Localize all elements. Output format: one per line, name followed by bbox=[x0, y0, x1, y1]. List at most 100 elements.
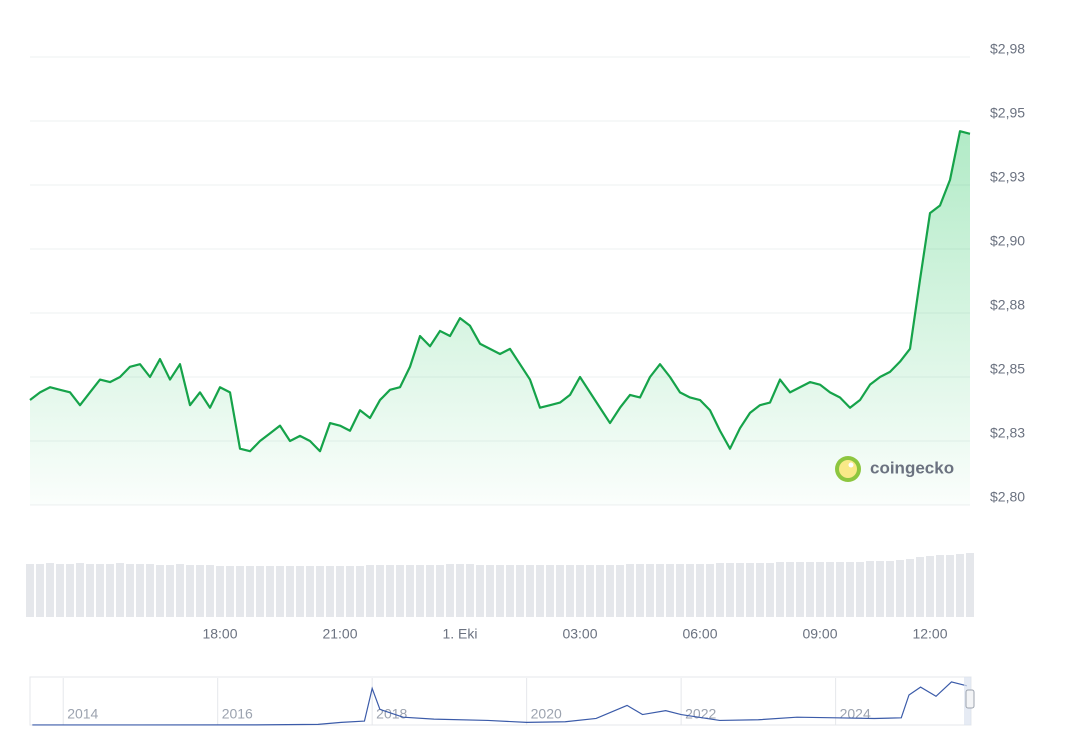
volume-bar bbox=[146, 564, 154, 617]
volume-bar bbox=[716, 563, 724, 617]
volume-bar bbox=[86, 564, 94, 617]
volume-bar bbox=[866, 561, 874, 617]
grid: $2,80 $2,83 $2,85 $2,88 $2,90 $2,93 $2,95 $2,98… bbox=[30, 41, 1025, 642]
volume-bar bbox=[816, 562, 824, 617]
volume-bar bbox=[966, 553, 974, 617]
navigator: 2014 2016 2018 2020 2022 2024 bbox=[29, 676, 975, 726]
y-tick-label: $2,93 bbox=[990, 169, 1025, 185]
volume-bar bbox=[516, 565, 524, 617]
volume-bar bbox=[766, 563, 774, 617]
x-tick-label: 12:00 bbox=[912, 626, 947, 642]
volume-bar bbox=[296, 566, 304, 617]
volume-bar bbox=[226, 566, 234, 617]
volume-bar bbox=[776, 562, 784, 617]
volume-bar bbox=[276, 566, 284, 617]
x-tick-label: 18:00 bbox=[202, 626, 237, 642]
y-tick-label: $2,85 bbox=[990, 361, 1025, 377]
volume-bar bbox=[886, 561, 894, 617]
volume-bar bbox=[366, 565, 374, 617]
x-tick-label: 1. Eki bbox=[442, 626, 477, 642]
volume-bar bbox=[246, 566, 254, 617]
volume-bar bbox=[596, 565, 604, 617]
volume-bar bbox=[946, 555, 954, 617]
volume-bar bbox=[216, 566, 224, 617]
volume-bar bbox=[806, 562, 814, 617]
volume-bar bbox=[626, 564, 634, 617]
volume-bar bbox=[796, 562, 804, 617]
volume-bar bbox=[786, 562, 794, 617]
volume-bar bbox=[46, 563, 54, 617]
navigator-tick-label: 2022 bbox=[685, 706, 716, 722]
watermark-text: coingecko bbox=[870, 458, 954, 477]
volume-bar bbox=[656, 564, 664, 617]
volume-bar bbox=[566, 565, 574, 617]
volume-bar bbox=[196, 565, 204, 617]
volume-bar bbox=[136, 564, 144, 617]
volume-bar bbox=[696, 564, 704, 617]
volume-bar bbox=[666, 564, 674, 617]
volume-bar bbox=[26, 564, 34, 617]
volume-bar bbox=[726, 563, 734, 617]
volume-bar bbox=[386, 565, 394, 617]
volume-bar bbox=[646, 564, 654, 617]
volume-bar bbox=[176, 564, 184, 617]
volume-bar bbox=[456, 564, 464, 617]
y-tick-label: $2,83 bbox=[990, 425, 1025, 441]
volume-bar bbox=[556, 565, 564, 617]
volume-bar bbox=[406, 565, 414, 617]
y-tick-label: $2,95 bbox=[990, 105, 1025, 121]
volume-bar bbox=[616, 565, 624, 617]
volume-bar bbox=[126, 564, 134, 617]
y-tick-label: $2,90 bbox=[990, 233, 1025, 249]
volume-bar bbox=[116, 563, 124, 617]
volume-bar bbox=[836, 562, 844, 617]
volume-bar bbox=[756, 563, 764, 617]
volume-bar bbox=[576, 565, 584, 617]
volume-bar bbox=[876, 561, 884, 617]
navigator-tick-label: 2024 bbox=[840, 706, 871, 722]
volume-bar bbox=[326, 566, 334, 617]
navigator-handle[interactable] bbox=[965, 689, 975, 709]
volume-bar bbox=[926, 556, 934, 617]
volume-bar bbox=[606, 565, 614, 617]
volume-bar bbox=[36, 564, 44, 617]
x-tick-label: 09:00 bbox=[802, 626, 837, 642]
volume-bar bbox=[76, 563, 84, 617]
volume-bar bbox=[546, 565, 554, 617]
volume-bar bbox=[156, 565, 164, 617]
volume-bar bbox=[536, 565, 544, 617]
volume-bar bbox=[106, 564, 114, 617]
volume-bar bbox=[426, 565, 434, 617]
price-line bbox=[29, 130, 971, 453]
y-tick-label: $2,80 bbox=[990, 489, 1025, 505]
volume-bar bbox=[96, 564, 104, 617]
volume-bar bbox=[586, 565, 594, 617]
navigator-tick-label: 2016 bbox=[222, 706, 253, 722]
volume-bar bbox=[936, 555, 944, 617]
volume-bar bbox=[236, 566, 244, 617]
volume-bar bbox=[506, 565, 514, 617]
volume-bar bbox=[66, 564, 74, 617]
volume-bar bbox=[856, 562, 864, 617]
volume-bar bbox=[896, 560, 904, 617]
volume-bar bbox=[316, 566, 324, 617]
volume-bar bbox=[956, 554, 964, 617]
volume-bar bbox=[336, 566, 344, 617]
volume-bar bbox=[356, 566, 364, 617]
volume-bar bbox=[496, 565, 504, 617]
volume-bar bbox=[706, 564, 714, 617]
plot bbox=[29, 130, 971, 506]
volume-bar bbox=[56, 564, 64, 617]
volume-bar bbox=[526, 565, 534, 617]
logo-inner bbox=[839, 460, 857, 478]
y-tick-label: $2,88 bbox=[990, 297, 1025, 313]
volume-bar bbox=[476, 565, 484, 617]
volume-bar bbox=[256, 566, 264, 617]
volume-bar bbox=[466, 564, 474, 617]
navigator-tick-label: 2014 bbox=[67, 706, 98, 722]
x-tick-label: 21:00 bbox=[322, 626, 357, 642]
volume-bar bbox=[286, 566, 294, 617]
volume-bar bbox=[736, 563, 744, 617]
volume-bar bbox=[826, 562, 834, 617]
watermark: coingecko bbox=[835, 456, 954, 482]
